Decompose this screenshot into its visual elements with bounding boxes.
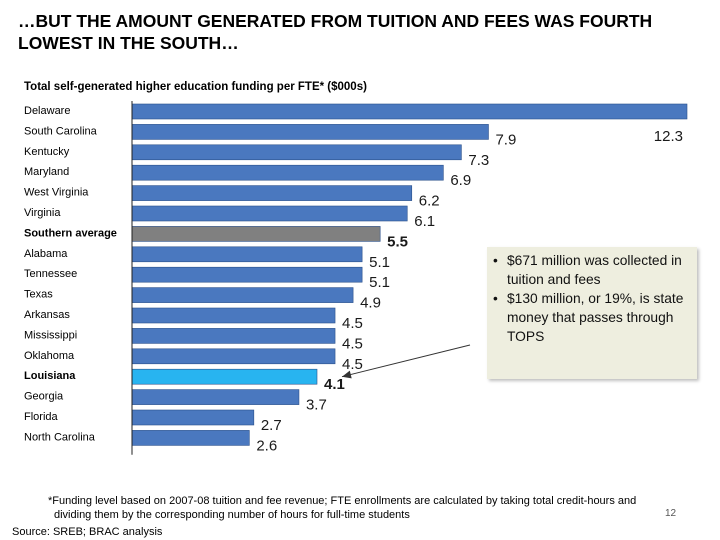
category-label-virginia: Virginia (24, 207, 61, 219)
source-note: Source: SREB; BRAC analysis (12, 526, 163, 538)
category-label-north-carolina: North Carolina (24, 431, 96, 443)
category-label-arkansas: Arkansas (24, 309, 70, 321)
category-label-louisiana: Louisiana (24, 370, 76, 382)
callout-arrow-line (341, 344, 471, 378)
category-label-maryland: Maryland (24, 166, 69, 178)
bar-arkansas (131, 307, 336, 324)
data-label-west-virginia: 6.2 (419, 193, 440, 210)
bar-florida (131, 409, 255, 426)
bar-texas (131, 287, 354, 303)
category-label-alabama: Alabama (24, 248, 68, 260)
bar-louisiana (131, 368, 318, 385)
footnote-line-2: dividing them by the corresponding numbe… (54, 509, 410, 521)
data-label-north-carolina: 2.6 (256, 437, 277, 454)
data-label-southern-average: 5.5 (387, 233, 408, 250)
data-label-south-carolina: 7.9 (495, 131, 516, 148)
bar-tennessee (131, 266, 363, 283)
callout-item-tops: • $130 million, or 19%, is state money t… (493, 289, 691, 346)
data-label-alabama: 5.1 (369, 254, 390, 271)
footnote-line-1: *Funding level based on 2007-08 tuition … (48, 495, 637, 507)
bar-alabama (131, 246, 363, 263)
bar-kentucky (131, 144, 462, 161)
data-label-arkansas: 4.5 (342, 315, 363, 332)
footnote: *Funding level based on 2007-08 tuition … (48, 494, 708, 522)
bar-delaware (131, 103, 688, 120)
callout-item-tuition: • $671 million was collected in tuition … (493, 251, 691, 289)
bullet-icon: • (493, 253, 498, 268)
category-label-florida: Florida (24, 411, 59, 423)
data-label-maryland: 6.9 (450, 172, 471, 189)
category-label-west-virginia: West Virginia (24, 187, 89, 199)
data-label-mississippi: 4.5 (342, 335, 363, 352)
bar-west-virginia (131, 185, 413, 201)
bar-north-carolina (131, 430, 250, 446)
bar-oklahoma (131, 348, 336, 365)
category-label-southern-average: Southern average (24, 227, 117, 239)
category-label-delaware: Delaware (24, 105, 70, 117)
category-label-mississippi: Mississippi (24, 329, 77, 341)
bar-south-carolina (131, 124, 489, 140)
bar-mississippi (131, 328, 336, 344)
bar-virginia (131, 205, 408, 222)
category-label-georgia: Georgia (24, 391, 64, 403)
data-label-delaware: 12.3 (654, 128, 683, 145)
bar-maryland (131, 164, 444, 181)
bullet-icon: • (493, 291, 498, 306)
data-label-florida: 2.7 (261, 417, 282, 434)
data-label-kentucky: 7.3 (468, 152, 489, 169)
category-label-south-carolina: South Carolina (24, 125, 98, 137)
category-label-tennessee: Tennessee (24, 268, 77, 280)
data-label-virginia: 6.1 (414, 213, 435, 230)
data-label-louisiana: 4.1 (324, 376, 345, 393)
data-label-texas: 4.9 (360, 295, 381, 312)
data-label-tennessee: 5.1 (369, 274, 390, 291)
category-label-oklahoma: Oklahoma (24, 350, 75, 362)
callout-text-tuition: $671 million was collected in tuition an… (507, 253, 682, 287)
callout-text-tops: $130 million, or 19%, is state money tha… (507, 291, 684, 344)
category-label-texas: Texas (24, 289, 53, 301)
callout-arrow-head-icon (342, 370, 352, 379)
slide-title: …BUT THE AMOUNT GENERATED FROM TUITION A… (18, 11, 653, 53)
bar-georgia (131, 389, 300, 405)
page-number: 12 (665, 508, 677, 519)
callout-box: • $671 million was collected in tuition … (487, 247, 697, 379)
chart-title: Total self-generated higher education fu… (24, 81, 367, 93)
data-label-oklahoma: 4.5 (342, 356, 363, 373)
bar-southern-average (131, 226, 381, 242)
category-label-kentucky: Kentucky (24, 146, 70, 158)
data-label-georgia: 3.7 (306, 397, 327, 414)
bar-chart: Delaware 12.3 South Carolina 7.9 Kentucky 7.3… (24, 101, 688, 455)
